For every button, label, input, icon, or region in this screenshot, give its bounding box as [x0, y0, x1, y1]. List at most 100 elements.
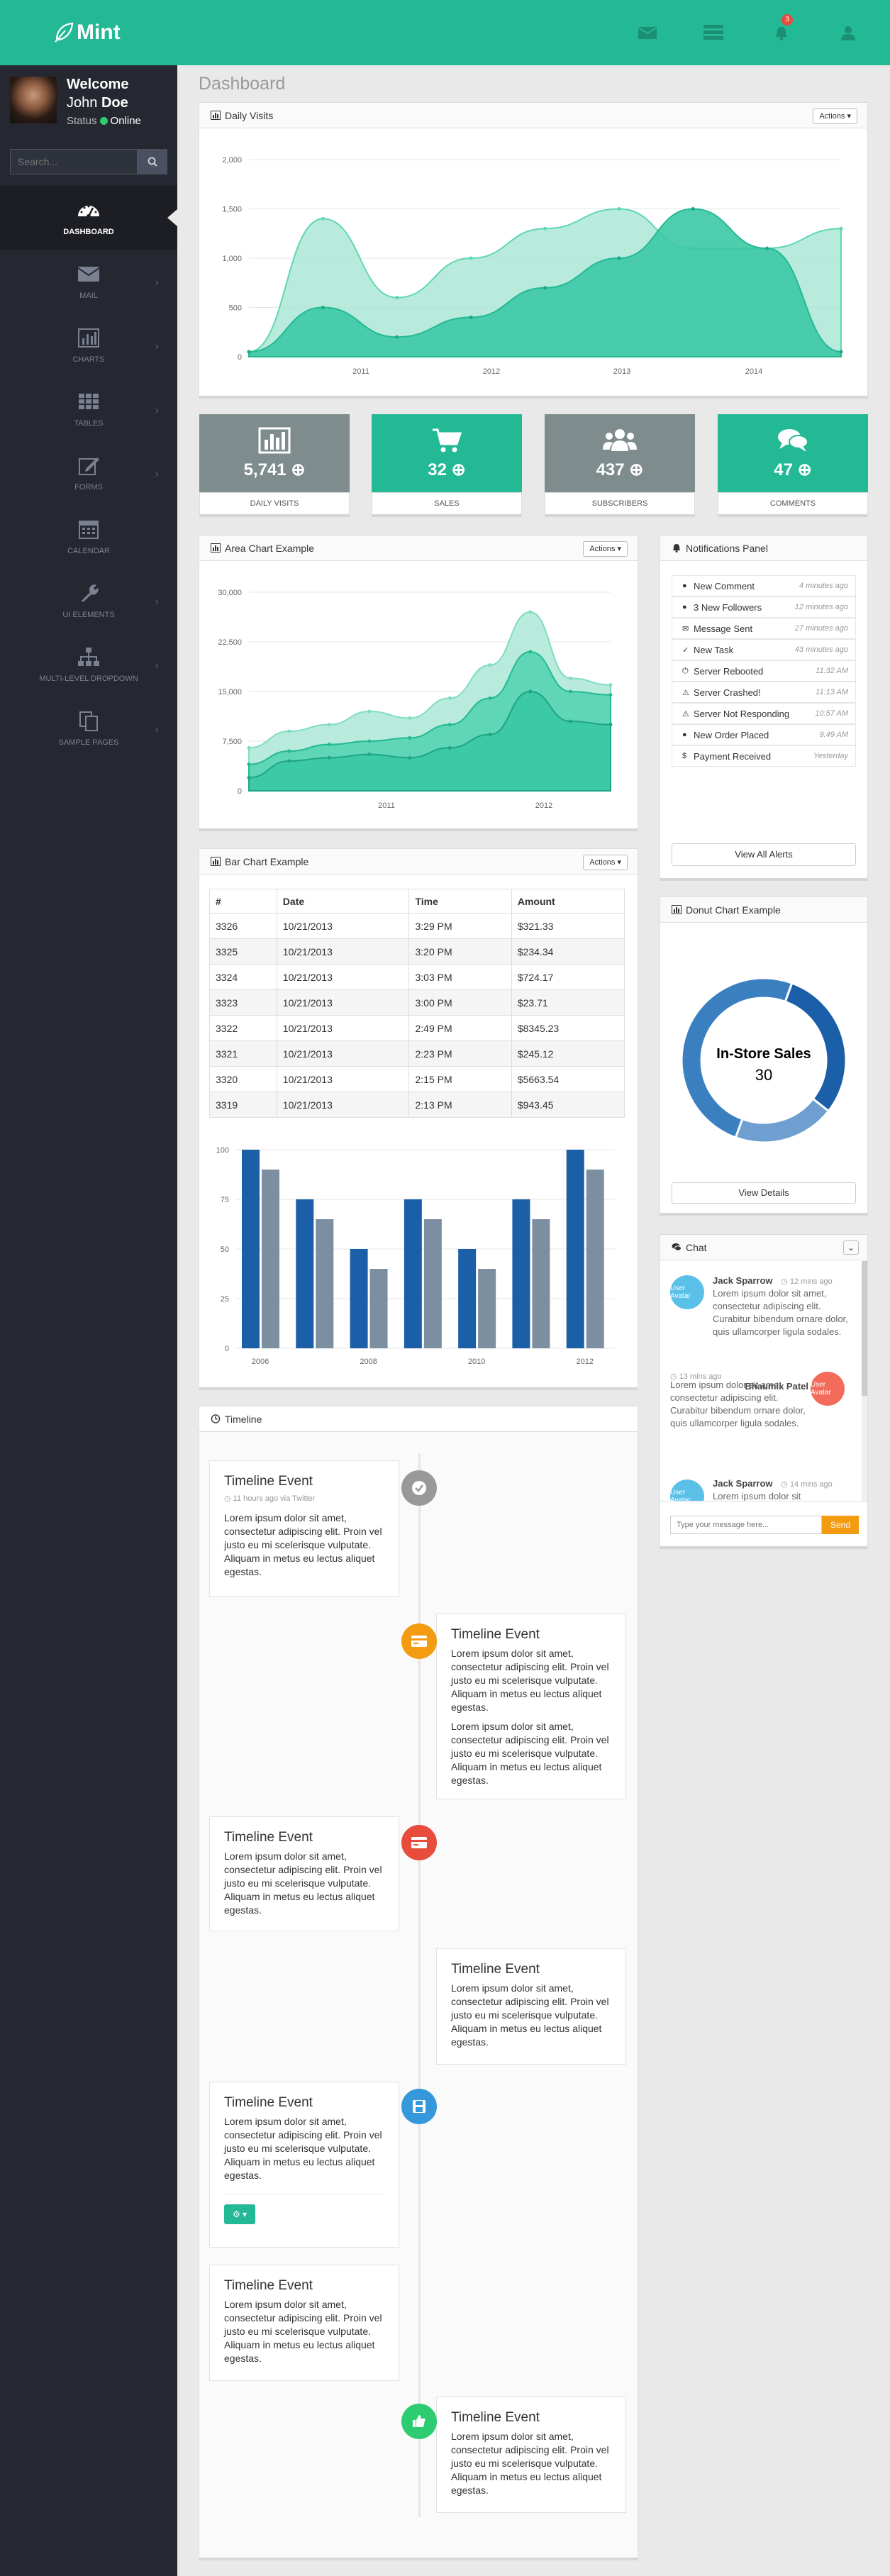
chevron-down-icon[interactable]: ⌄	[843, 1240, 859, 1255]
messages-button[interactable]	[635, 20, 660, 45]
arrow-circle-icon: ⊕	[629, 460, 644, 479]
sidebar-item-forms[interactable]: Forms ›	[0, 441, 177, 505]
actions-dropdown[interactable]: Actions ▾	[583, 855, 628, 870]
notification-item[interactable]: ● New Comment 4 minutes ago	[672, 575, 856, 596]
y-tick-label: 25	[221, 1295, 229, 1304]
data-point	[528, 689, 533, 694]
stat-daily-visits[interactable]: 5,741 ⊕ Daily Visits	[199, 414, 350, 517]
y-tick-label: 75	[221, 1196, 229, 1204]
stat-tile: 437 ⊕	[545, 414, 695, 492]
chat-input[interactable]	[670, 1516, 822, 1534]
chat-messages: User Avatar Jack Sparrow ◷ 12 mins ago L…	[660, 1261, 867, 1501]
table-cell: 10/21/2013	[276, 1040, 410, 1067]
column-header: #	[209, 889, 277, 914]
sidebar-item-charts[interactable]: Charts ›	[0, 313, 177, 377]
warning-icon: ⚠	[682, 709, 689, 718]
table-row: 3324 10/21/2013 3:03 PM $724.17	[209, 964, 625, 990]
donut-slice	[734, 1097, 830, 1144]
y-tick-label: 100	[216, 1146, 229, 1155]
view-all-alerts-button[interactable]: View All Alerts	[672, 843, 856, 866]
save-icon	[401, 2089, 437, 2124]
avatar: User Avatar	[670, 1479, 704, 1501]
notification-item[interactable]: ⏻ Server Rebooted 11:32 AM	[672, 660, 856, 682]
data-point	[287, 749, 291, 753]
view-details-button[interactable]: View Details	[672, 1182, 856, 1204]
stat-value: 437	[596, 460, 625, 479]
x-tick-label: 2014	[745, 367, 762, 376]
clock-icon: ◷	[670, 1372, 677, 1381]
notification-item[interactable]: ⚠ Server Not Responding 10:57 AM	[672, 703, 856, 724]
sidebar-item-dashboard[interactable]: Dashboard	[0, 186, 177, 250]
user-menu-button[interactable]	[835, 20, 861, 45]
table-row: 3323 10/21/2013 3:00 PM $23.71	[209, 989, 625, 1016]
data-point	[327, 743, 331, 747]
bar	[369, 1269, 388, 1348]
table-cell: $321.33	[511, 913, 625, 939]
brand-logo[interactable]: Mint	[0, 0, 177, 65]
timeline-event: Timeline Event Lorem ipsum dolor sit ame…	[436, 1614, 626, 1799]
comments-icon	[778, 428, 808, 452]
stat-label: Sales	[372, 492, 522, 517]
data-point	[408, 735, 412, 740]
files-icon	[79, 711, 98, 731]
tasks-icon: ✓	[682, 645, 689, 655]
notification-item[interactable]: ● 3 New Followers 12 minutes ago	[672, 596, 856, 618]
sidebar-item-multi-level-dropdown[interactable]: Multi-Level Dropdown ›	[0, 633, 177, 696]
stat-subscribers[interactable]: 437 ⊕ Subscribers	[545, 414, 695, 517]
data-point	[367, 709, 372, 714]
actions-dropdown[interactable]: Actions ▾	[583, 541, 628, 557]
bar-chart: 0 25 50 75 100 2006 2008 2010 2012	[216, 1146, 615, 1366]
table-row: 3326 10/21/2013 3:29 PM $321.33	[209, 913, 625, 939]
data-point	[839, 226, 843, 231]
sidebar-item-tables[interactable]: Tables ›	[0, 377, 177, 441]
notification-item[interactable]: ✉ Message Sent 27 minutes ago	[672, 618, 856, 639]
table-icon	[79, 394, 99, 409]
actions-dropdown[interactable]: Actions ▾	[813, 109, 857, 124]
data-point	[528, 650, 533, 654]
table-cell: 3319	[209, 1092, 277, 1118]
brand-name: Mint	[77, 21, 121, 44]
timeline-panel: Timeline Timeline Event ◷ 11 hours ago v…	[199, 1406, 638, 2560]
sidebar-item-calendar[interactable]: Calendar	[0, 505, 177, 569]
table-cell: 3320	[209, 1066, 277, 1092]
twitter-icon: ●	[682, 603, 687, 611]
table-cell: 2:49 PM	[408, 1015, 512, 1041]
chat-scrollbar[interactable]	[862, 1261, 867, 1501]
y-tick-label: 1,000	[222, 255, 242, 263]
bar-chart-icon	[211, 857, 221, 866]
clock-icon: ◷	[781, 1277, 788, 1286]
send-button[interactable]: Send	[822, 1516, 859, 1534]
sidebar-item-ui-elements[interactable]: UI Elements ›	[0, 569, 177, 633]
bar	[404, 1199, 422, 1348]
data-point	[488, 696, 492, 700]
data-point	[321, 216, 325, 221]
search-icon	[148, 157, 157, 167]
chevron-right-icon: ›	[155, 468, 159, 480]
alerts-button[interactable]	[769, 20, 794, 45]
search-button[interactable]	[138, 149, 167, 174]
bar-chart-icon	[78, 328, 99, 348]
gear-dropdown-button[interactable]: ⚙ ▾	[224, 2204, 255, 2224]
search-input[interactable]	[10, 149, 138, 174]
arrow-circle-icon: ⊕	[451, 460, 466, 479]
notification-item[interactable]: ● New Order Placed 9:49 AM	[672, 724, 856, 745]
tasks-button[interactable]	[701, 20, 726, 45]
mail-icon	[77, 267, 100, 282]
notification-item[interactable]: ⚠ Server Crashed! 11:13 AM	[672, 682, 856, 703]
y-tick-label: 22,500	[218, 638, 242, 647]
notification-item[interactable]: $ Payment Received Yesterday	[672, 745, 856, 767]
bolt-icon: ⚠	[682, 688, 689, 697]
envelope-icon	[638, 27, 657, 39]
stat-sales[interactable]: 32 ⊕ Sales	[372, 414, 522, 517]
x-tick-label: 2012	[535, 801, 552, 810]
table-cell: 3:03 PM	[408, 964, 512, 990]
cart-icon: ●	[682, 731, 687, 739]
data-point	[765, 246, 769, 250]
data-point	[488, 733, 492, 737]
data-point	[287, 729, 291, 733]
sidebar-item-mail[interactable]: Mail ›	[0, 250, 177, 313]
stat-comments[interactable]: 47 ⊕ Comments	[718, 414, 868, 517]
edit-icon	[79, 457, 99, 475]
notification-item[interactable]: ✓ New Task 43 minutes ago	[672, 639, 856, 660]
sidebar-item-sample-pages[interactable]: Sample Pages ›	[0, 696, 177, 760]
